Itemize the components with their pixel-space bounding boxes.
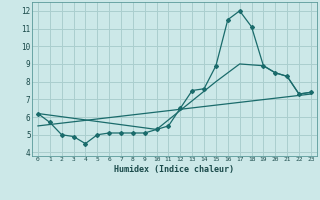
X-axis label: Humidex (Indice chaleur): Humidex (Indice chaleur) <box>115 165 234 174</box>
